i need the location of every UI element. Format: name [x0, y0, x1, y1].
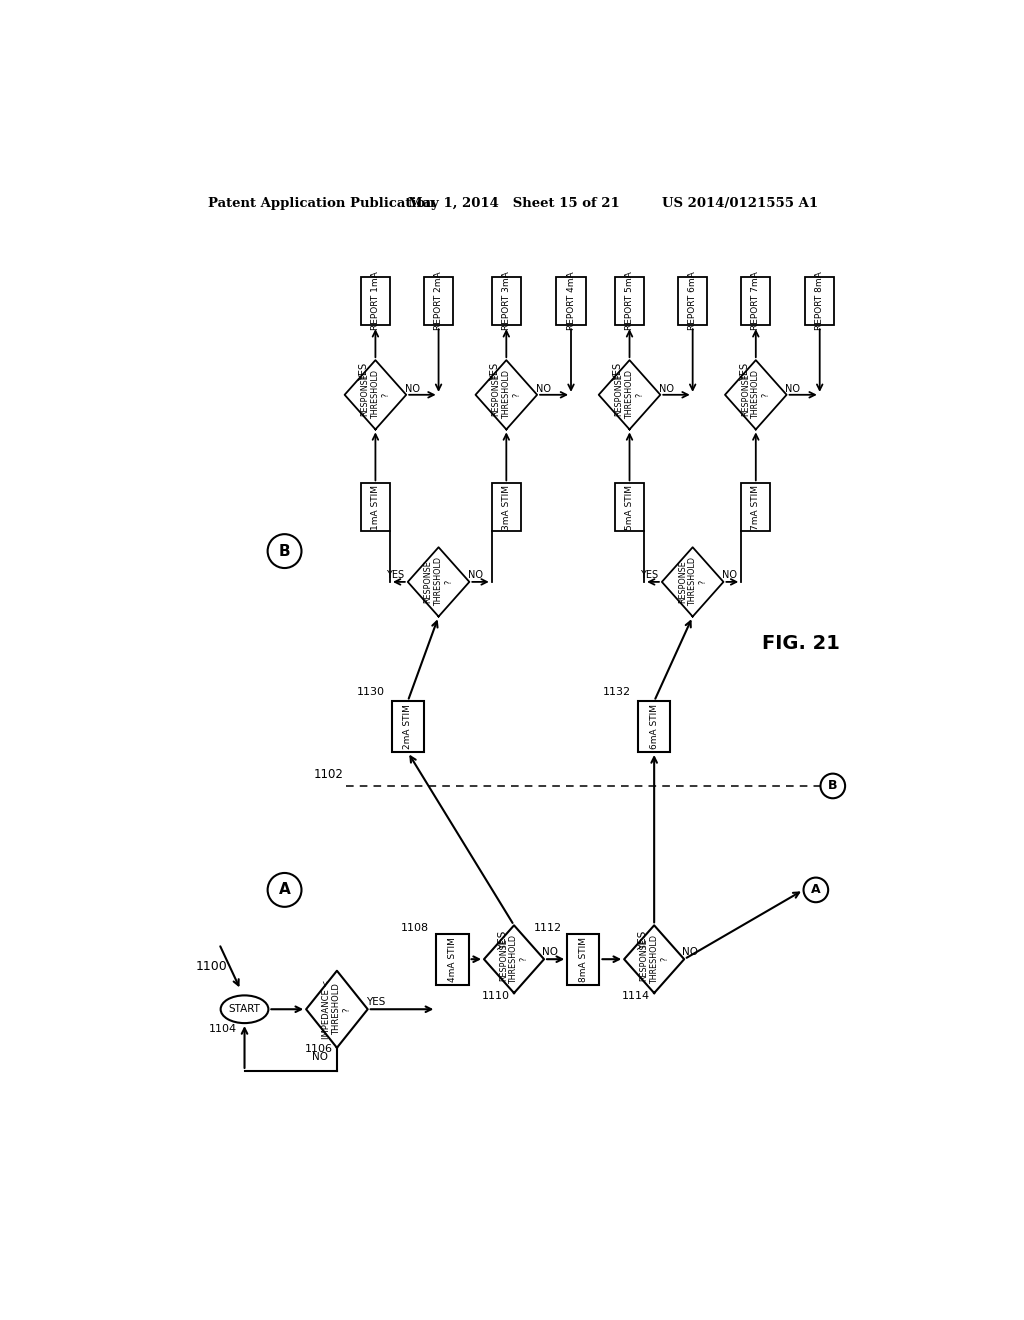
Text: REPORT 7mA: REPORT 7mA: [752, 272, 760, 330]
Text: REPORT 8mA: REPORT 8mA: [815, 272, 824, 330]
Text: RESPONSE
THRESHOLD
?: RESPONSE THRESHOLD ?: [499, 935, 529, 983]
Text: YES: YES: [366, 998, 385, 1007]
Text: 1106: 1106: [305, 1044, 333, 1055]
Text: RESPONSE
THRESHOLD
?: RESPONSE THRESHOLD ?: [639, 935, 669, 983]
Text: 1132: 1132: [603, 686, 631, 697]
Text: REPORT 6mA: REPORT 6mA: [688, 272, 697, 330]
FancyBboxPatch shape: [638, 701, 671, 752]
Text: NO: NO: [404, 384, 420, 393]
FancyBboxPatch shape: [360, 277, 390, 325]
Text: 1114: 1114: [623, 991, 650, 1001]
Text: YES: YES: [638, 931, 648, 950]
Text: RESPONSE
THRESHOLD
?: RESPONSE THRESHOLD ?: [360, 371, 390, 420]
Text: 2mA STIM: 2mA STIM: [403, 705, 413, 748]
Text: REPORT 5mA: REPORT 5mA: [625, 272, 634, 330]
FancyBboxPatch shape: [424, 277, 454, 325]
Text: 4mA STIM: 4mA STIM: [447, 937, 457, 982]
FancyBboxPatch shape: [567, 933, 599, 985]
Text: REPORT 4mA: REPORT 4mA: [566, 272, 575, 330]
Text: A: A: [279, 882, 291, 898]
Text: YES: YES: [490, 363, 500, 380]
Text: NO: NO: [722, 570, 737, 579]
Text: IMPEDANCE <
THRESHOLD
?: IMPEDANCE < THRESHOLD ?: [322, 979, 352, 1039]
Text: NO: NO: [682, 948, 698, 957]
Text: YES: YES: [613, 363, 624, 380]
Text: RESPONSE
THRESHOLD
?: RESPONSE THRESHOLD ?: [492, 371, 521, 420]
Text: 1108: 1108: [401, 924, 429, 933]
FancyBboxPatch shape: [436, 933, 469, 985]
Text: 7mA STIM: 7mA STIM: [752, 484, 760, 529]
Text: NO: NO: [659, 384, 674, 393]
Text: NO: NO: [785, 384, 801, 393]
Text: REPORT 2mA: REPORT 2mA: [434, 272, 443, 330]
Text: RESPONSE
THRESHOLD
?: RESPONSE THRESHOLD ?: [614, 371, 644, 420]
FancyBboxPatch shape: [492, 277, 521, 325]
Text: NO: NO: [311, 1052, 328, 1063]
Text: YES: YES: [498, 931, 508, 950]
Ellipse shape: [220, 995, 268, 1023]
Text: Patent Application Publication: Patent Application Publication: [208, 197, 434, 210]
Text: NO: NO: [468, 570, 483, 579]
Text: 1112: 1112: [534, 924, 562, 933]
FancyBboxPatch shape: [741, 277, 770, 325]
FancyBboxPatch shape: [614, 277, 644, 325]
Text: REPORT 3mA: REPORT 3mA: [502, 272, 511, 330]
Text: 1100: 1100: [196, 961, 227, 973]
Text: YES: YES: [739, 363, 750, 380]
Text: NO: NO: [543, 948, 558, 957]
Text: YES: YES: [640, 570, 658, 579]
Text: YES: YES: [359, 363, 370, 380]
FancyBboxPatch shape: [614, 483, 644, 531]
Text: B: B: [828, 779, 838, 792]
Text: 1102: 1102: [313, 768, 344, 781]
Text: May 1, 2014   Sheet 15 of 21: May 1, 2014 Sheet 15 of 21: [408, 197, 620, 210]
Text: 5mA STIM: 5mA STIM: [625, 484, 634, 529]
Text: RESPONSE
THRESHOLD
?: RESPONSE THRESHOLD ?: [424, 557, 454, 606]
Text: A: A: [811, 883, 820, 896]
FancyBboxPatch shape: [391, 701, 424, 752]
Text: START: START: [228, 1005, 260, 1014]
Text: US 2014/0121555 A1: US 2014/0121555 A1: [662, 197, 818, 210]
Text: RESPONSE
THRESHOLD
?: RESPONSE THRESHOLD ?: [678, 557, 708, 606]
Text: 1mA STIM: 1mA STIM: [371, 484, 380, 529]
FancyBboxPatch shape: [492, 483, 521, 531]
Text: FIG. 21: FIG. 21: [762, 634, 840, 653]
Text: 1104: 1104: [209, 1024, 237, 1035]
Circle shape: [267, 535, 301, 568]
Text: NO: NO: [536, 384, 551, 393]
Text: 3mA STIM: 3mA STIM: [502, 484, 511, 529]
FancyBboxPatch shape: [805, 277, 835, 325]
Circle shape: [267, 873, 301, 907]
Text: 1130: 1130: [356, 686, 385, 697]
Text: 8mA STIM: 8mA STIM: [579, 937, 588, 982]
Text: 1110: 1110: [482, 991, 510, 1001]
FancyBboxPatch shape: [556, 277, 586, 325]
Text: REPORT 1mA: REPORT 1mA: [371, 272, 380, 330]
Text: YES: YES: [386, 570, 403, 579]
Text: RESPONSE
THRESHOLD
?: RESPONSE THRESHOLD ?: [741, 371, 771, 420]
Circle shape: [820, 774, 845, 799]
Text: B: B: [279, 544, 291, 558]
Text: 6mA STIM: 6mA STIM: [649, 704, 658, 750]
Circle shape: [804, 878, 828, 903]
FancyBboxPatch shape: [678, 277, 708, 325]
FancyBboxPatch shape: [741, 483, 770, 531]
FancyBboxPatch shape: [360, 483, 390, 531]
